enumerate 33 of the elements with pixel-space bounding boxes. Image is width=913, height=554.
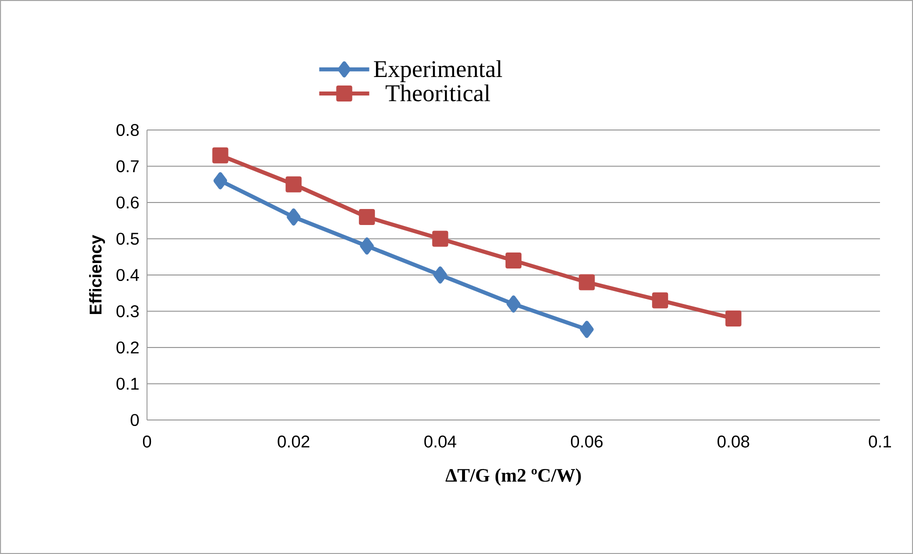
point — [212, 147, 228, 164]
point — [506, 295, 520, 312]
point — [286, 176, 302, 192]
point — [506, 252, 522, 268]
x-tick-label: 0.04 — [424, 436, 456, 448]
y-tick-label: 0.2 — [116, 341, 139, 354]
x-tick-label: 0.1 — [868, 436, 891, 448]
x-tick-label: 0.02 — [278, 436, 310, 448]
y-tick-label: 0.8 — [116, 124, 139, 136]
x-tick-label: 0 — [142, 436, 152, 448]
point — [213, 172, 228, 190]
point — [578, 274, 595, 290]
y-tick-label: 0.3 — [116, 305, 139, 318]
x-tick-label: 0.08 — [718, 436, 750, 448]
x-tick-label: 0.06 — [570, 436, 603, 448]
y-tick-label: 0.6 — [116, 196, 139, 209]
point — [652, 292, 668, 308]
y-tick-label: 0.1 — [116, 378, 139, 390]
y-tick-label: 0 — [130, 414, 139, 426]
y-tick-label: 0.5 — [116, 232, 139, 245]
point — [725, 310, 742, 326]
x-axis-title: ΔT/G (m2 ºC/W) — [446, 468, 581, 486]
legend-label: Experimental — [374, 60, 502, 82]
point — [432, 230, 448, 247]
point — [360, 238, 374, 254]
point — [433, 266, 448, 284]
y-tick-label: 0.4 — [116, 268, 139, 282]
y-tick-label: 0.7 — [116, 160, 139, 172]
point — [580, 320, 594, 338]
point — [358, 208, 375, 225]
point — [286, 208, 300, 226]
y-axis-title: Efficiency — [89, 234, 105, 314]
legend-label: Theoritical — [386, 84, 490, 102]
